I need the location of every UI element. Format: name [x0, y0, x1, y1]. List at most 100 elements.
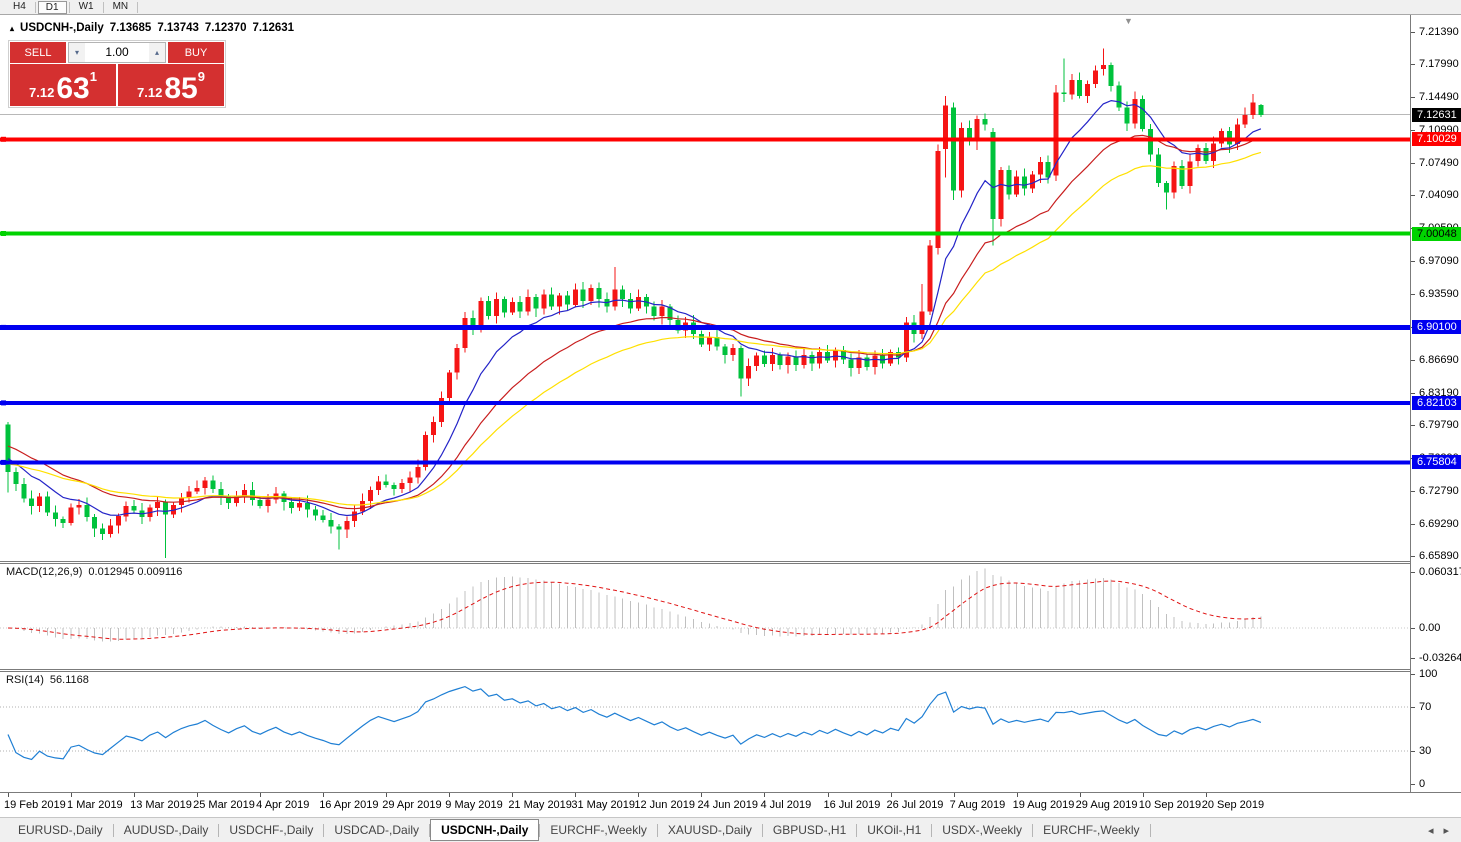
- sell-price-display[interactable]: 7.12 63 1: [10, 64, 116, 106]
- price-axis-label: 6.72790: [1419, 484, 1459, 497]
- date-label: 19 Aug 2019: [1012, 799, 1075, 811]
- ohlc-open: 7.13685: [109, 22, 152, 34]
- level-line-handle[interactable]: [1, 231, 6, 236]
- tab-separator: [656, 823, 658, 837]
- macd-label: MACD(12,26,9) 0.012945 0.009116: [6, 566, 182, 578]
- date-tick: [701, 793, 703, 797]
- axis-tick: [1411, 294, 1415, 296]
- axis-tick: [1411, 628, 1415, 629]
- rsi-axis-label: 30: [1419, 745, 1432, 757]
- rsi-axis-label: 100: [1419, 668, 1438, 680]
- tab-separator: [1032, 823, 1034, 837]
- level-price-badge: 7.10029: [1412, 132, 1461, 147]
- buy-price-display[interactable]: 7.12 85 9: [118, 64, 224, 106]
- buy-price-big: 85: [164, 72, 198, 105]
- rsi-axis-label: 0: [1419, 778, 1426, 790]
- ohlc-close: 7.12631: [252, 22, 295, 34]
- toolbar-separator: [34, 1, 36, 13]
- toolbar-separator: [102, 1, 104, 13]
- date-label: 31 May 2019: [571, 799, 635, 811]
- date-tick: [1016, 793, 1018, 797]
- axis-tick: [1411, 163, 1415, 165]
- chart-tab-usdcad-daily[interactable]: USDCAD-,Daily: [334, 823, 420, 837]
- chart-tab-gbpusd-h1[interactable]: GBPUSD-,H1: [772, 823, 847, 837]
- tab-separator: [112, 823, 114, 837]
- volume-up-button[interactable]: ▴: [149, 43, 165, 62]
- tab-scroll-buttons: ◂ ▸: [1428, 824, 1449, 837]
- chart-tab-usdchf-daily[interactable]: USDCHF-,Daily: [229, 823, 314, 837]
- date-tick: [512, 793, 514, 797]
- timeframe-button-mn[interactable]: MN: [112, 0, 129, 12]
- timeframe-toolbar: H4 D1 W1 MN: [0, 0, 1461, 15]
- tab-separator: [218, 823, 220, 837]
- level-line-handle[interactable]: [1, 400, 6, 406]
- level-price-badge: 7.00048: [1412, 226, 1461, 241]
- volume-down-button[interactable]: ▾: [69, 43, 85, 62]
- axis-tick: [1411, 490, 1415, 492]
- level-price-badge: 6.75804: [1412, 455, 1461, 470]
- date-label: 19 Feb 2019: [4, 799, 66, 811]
- chart-tab-eurusd-daily[interactable]: EURUSD-,Daily: [18, 823, 103, 837]
- pane-separator[interactable]: [0, 561, 1461, 564]
- date-label: 20 Sep 2019: [1201, 799, 1265, 811]
- sell-price-main: 7.12: [29, 85, 55, 100]
- buy-price-main: 7.12: [137, 85, 163, 100]
- ma-fast-line: [7, 99, 1262, 517]
- chevron-up-icon: ▴: [154, 48, 159, 57]
- level-line-handle[interactable]: [1, 136, 6, 142]
- rsi-name: RSI(14): [6, 674, 44, 686]
- price-axis-label: 6.69290: [1419, 517, 1459, 530]
- volume-input[interactable]: 1.00: [105, 45, 129, 59]
- date-tick: [71, 793, 73, 797]
- buy-button[interactable]: BUY: [168, 42, 224, 63]
- chart-shift-icon: ▼: [1124, 16, 1133, 26]
- date-tick: [1142, 793, 1144, 797]
- timeframe-button-h4[interactable]: H4: [13, 0, 26, 12]
- rsi-line: [7, 685, 1262, 761]
- sell-price-big: 63: [56, 72, 90, 105]
- sell-button[interactable]: SELL: [10, 42, 66, 63]
- pane-separator[interactable]: [0, 669, 1461, 672]
- main-chart-pane: ▴ USDCNH-,Daily 7.13685 7.13743 7.12370 …: [0, 15, 1410, 561]
- price-axis-label: 7.21390: [1419, 26, 1459, 39]
- date-tick: [575, 793, 577, 797]
- chart-tab-eurchf-weekly[interactable]: EURCHF-,Weekly: [550, 823, 647, 837]
- price-axis-label: 6.79790: [1419, 418, 1459, 431]
- volume-stepper: ▾ 1.00 ▴: [68, 42, 166, 63]
- level-price-badge: 6.90100: [1412, 320, 1461, 335]
- symbol-label: USDCNH-,Daily: [20, 22, 104, 34]
- macd-histogram: [15, 568, 1262, 642]
- chart-tab-usdx-weekly[interactable]: USDX-,Weekly: [942, 823, 1023, 837]
- date-tick: [1205, 793, 1207, 797]
- toolbar-separator: [137, 1, 139, 13]
- date-tick: [134, 793, 136, 797]
- axis-tick: [1411, 64, 1415, 66]
- axis-tick: [1411, 130, 1415, 132]
- price-axis-label: 7.04090: [1419, 189, 1459, 202]
- timeframe-button-d1[interactable]: D1: [37, 0, 67, 14]
- chart-tab-audusd-daily[interactable]: AUDUSD-,Daily: [123, 823, 209, 837]
- macd-pane: MACD(12,26,9) 0.012945 0.009116: [0, 564, 1410, 669]
- price-axis-label: 6.97090: [1419, 255, 1459, 268]
- level-line-handle[interactable]: [1, 459, 6, 465]
- date-label: 24 Jun 2019: [697, 799, 758, 811]
- current-price-badge: 7.12631: [1412, 107, 1461, 122]
- chart-tab-xauusd-daily[interactable]: XAUUSD-,Daily: [667, 823, 752, 837]
- collapse-arrow-icon[interactable]: ▴: [10, 23, 15, 33]
- tab-scroll-left-button[interactable]: ◂: [1427, 824, 1434, 837]
- timeframe-button-w1[interactable]: W1: [78, 0, 94, 12]
- one-click-trading-panel: SELL ▾ 1.00 ▴ BUY 7.12 63 1: [8, 40, 226, 108]
- chart-tab-usdcnh-daily[interactable]: USDCNH-,Daily: [430, 819, 540, 841]
- date-label: 29 Apr 2019: [382, 799, 442, 811]
- date-label: 25 Mar 2019: [193, 799, 255, 811]
- macd-axis-label: 0.060317: [1419, 566, 1461, 578]
- chart-tab-eurchf-weekly[interactable]: EURCHF-,Weekly: [1043, 823, 1140, 837]
- tab-scroll-right-button[interactable]: ▸: [1443, 824, 1449, 837]
- chart-tab-ukoil-h1[interactable]: UKOil-,H1: [867, 823, 922, 837]
- axis-tick: [1411, 555, 1415, 557]
- date-tick: [197, 793, 199, 797]
- level-line-handle[interactable]: [1, 324, 6, 330]
- level-price-badge: 6.82103: [1412, 395, 1461, 410]
- price-axis-label: 7.14490: [1419, 91, 1459, 104]
- axis-tick: [1411, 97, 1415, 99]
